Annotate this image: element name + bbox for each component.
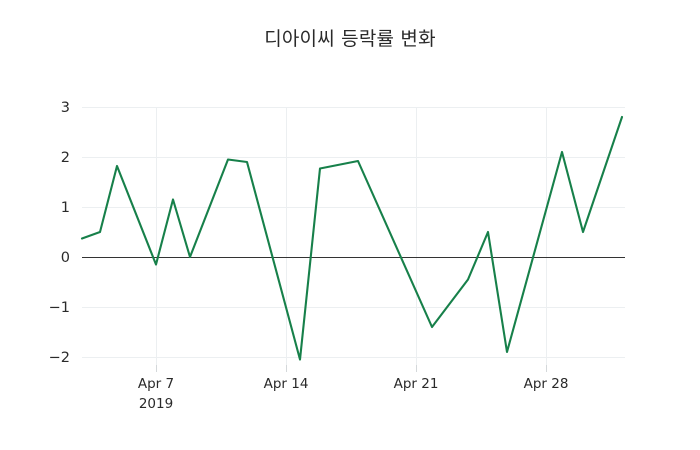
x-axis-tickmarks: [156, 365, 547, 372]
data-line-series: [80, 115, 624, 361]
data-series-line: [80, 115, 624, 361]
x-axis-tick-labels: Apr 7 2019 Apr 14 Apr 21 Apr 28: [138, 376, 569, 412]
y-tick-label: −1: [49, 300, 70, 316]
y-tick-label: 0: [61, 250, 70, 266]
x-tick-label: Apr 28: [524, 376, 569, 392]
x-tick-sublabel: 2019: [139, 396, 173, 412]
chart-title: 디아이씨 등락률 변화: [264, 28, 436, 50]
x-tick-label: Apr 7: [138, 376, 174, 392]
x-tick-label: Apr 14: [264, 376, 309, 392]
horizontal-gridlines: [82, 107, 625, 358]
y-tick-label: 1: [61, 200, 70, 216]
y-tick-label: 2: [61, 150, 70, 166]
vertical-gridlines: [156, 107, 547, 365]
y-tick-label: 3: [61, 100, 70, 116]
x-tick-label: Apr 21: [394, 376, 439, 392]
y-tick-label: −2: [49, 350, 70, 366]
y-axis-tick-labels: 3 2 1 0 −1 −2: [49, 100, 70, 366]
